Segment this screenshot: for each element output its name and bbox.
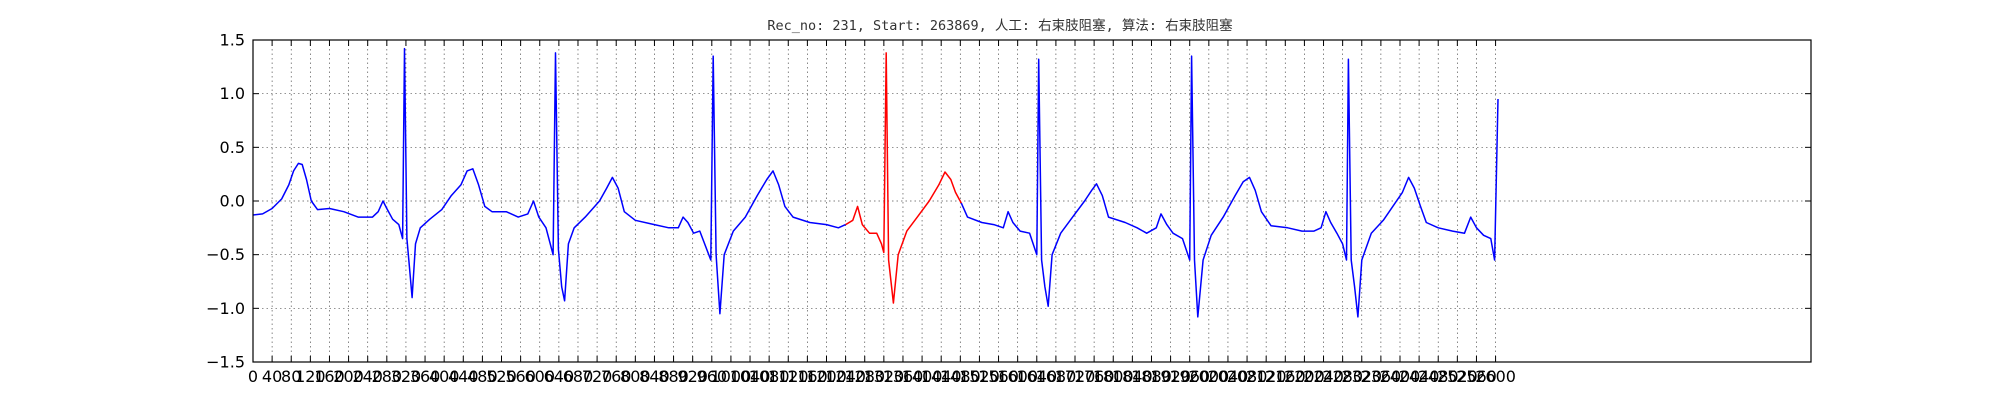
x-tick-label: 2600 [1475, 367, 1516, 386]
x-tick-label: 2280 [1322, 367, 1363, 386]
x-tick-label: 2160 [1265, 367, 1306, 386]
x-tick-label: 2240 [1303, 367, 1344, 386]
x-tick-label: 200 [333, 367, 364, 386]
x-tick-label: 1680 [1036, 367, 1077, 386]
y-tick-label: 0.0 [220, 192, 245, 211]
x-tick-label: 2560 [1456, 367, 1497, 386]
x-tick-label: 1920 [1150, 367, 1191, 386]
x-tick-label: 720 [582, 367, 613, 386]
x-tick-label: 240 [352, 367, 383, 386]
x-tick-label: 880 [658, 367, 689, 386]
chart-title: Rec_no: 231, Start: 263869, 人工: 右束肢阻塞, 算… [767, 17, 1233, 34]
x-tick-label: 160 [314, 367, 345, 386]
x-tick-label: 1600 [997, 367, 1038, 386]
x-tick-label: 1720 [1055, 367, 1096, 386]
x-tick-label: 480 [467, 367, 498, 386]
x-axis: 0 408012016020024028032036040044048052056… [248, 40, 1516, 386]
x-tick-label: 1640 [1016, 367, 1057, 386]
x-tick-label: 960 [697, 367, 728, 386]
x-tick-label: 800 [620, 367, 651, 386]
y-tick-label: −0.5 [206, 245, 245, 264]
x-tick-label: 40 [262, 367, 282, 386]
x-tick-label: 1120 [768, 367, 809, 386]
x-tick-label: 1440 [921, 367, 962, 386]
ecg-series-line-2 [845, 52, 962, 304]
x-tick-label: 2320 [1341, 367, 1382, 386]
x-tick-label: 1960 [1169, 367, 1210, 386]
x-tick-label: 400 [429, 367, 460, 386]
x-tick-label: 2440 [1399, 367, 1440, 386]
x-tick-label: 1760 [1074, 367, 1115, 386]
y-tick-label: 1.5 [220, 31, 245, 50]
x-tick-label: 1880 [1131, 367, 1172, 386]
x-tick-label: 2360 [1361, 367, 1402, 386]
x-tick-label: 1000 [711, 367, 752, 386]
x-tick-label: 1560 [978, 367, 1019, 386]
y-axis: −1.5 −1.0 −0.5 0.0 0.5 1.0 1.5 [206, 31, 1811, 372]
x-tick-label: 2080 [1227, 367, 1268, 386]
ecg-series-line-3 [960, 55, 1499, 318]
x-tick-label: 1520 [959, 367, 1000, 386]
x-tick-label: 520 [486, 367, 517, 386]
ecg-series-line-1 [252, 47, 846, 315]
x-tick-label: 2120 [1246, 367, 1287, 386]
x-tick-label: 1320 [863, 367, 904, 386]
y-tick-label: −1.0 [206, 299, 245, 318]
x-tick-label: 2480 [1418, 367, 1459, 386]
x-tick-label: 80 [281, 367, 301, 386]
x-tick-label: 640 [544, 367, 575, 386]
x-tick-label: 120 [295, 367, 326, 386]
y-tick-label: −1.5 [206, 353, 245, 372]
x-tick-label: 560 [505, 367, 536, 386]
x-tick-label: 2040 [1208, 367, 1249, 386]
x-tick-label: 360 [410, 367, 441, 386]
x-tick-label: 1280 [844, 367, 885, 386]
y-tick-label: 0.5 [220, 138, 245, 157]
x-tick-label: 1400 [902, 367, 943, 386]
x-tick-label: 1040 [730, 367, 771, 386]
x-tick-label: 440 [448, 367, 479, 386]
x-tick-label: 1240 [825, 367, 866, 386]
x-tick-label: 1160 [787, 367, 828, 386]
y-tick-label: 1.0 [220, 84, 245, 103]
x-tick-label: 680 [563, 367, 594, 386]
x-tick-label: 1480 [940, 367, 981, 386]
x-tick-label: 1360 [883, 367, 924, 386]
x-tick-label: 2400 [1380, 367, 1421, 386]
x-tick-label: 2200 [1284, 367, 1325, 386]
x-tick-label: 1800 [1093, 367, 1134, 386]
x-tick-label: 2520 [1437, 367, 1478, 386]
x-tick-label: 840 [639, 367, 670, 386]
x-tick-label: 760 [601, 367, 632, 386]
x-tick-label: 0 [248, 367, 258, 386]
x-tick-label: 1080 [749, 367, 790, 386]
x-tick-label: 600 [524, 367, 555, 386]
series-layer [252, 47, 1499, 318]
x-tick-label: 320 [391, 367, 422, 386]
x-tick-label: 280 [372, 367, 403, 386]
x-tick-label: 2000 [1188, 367, 1229, 386]
x-tick-label: 1840 [1112, 367, 1153, 386]
x-tick-label: 920 [677, 367, 708, 386]
x-tick-label: 1200 [806, 367, 847, 386]
